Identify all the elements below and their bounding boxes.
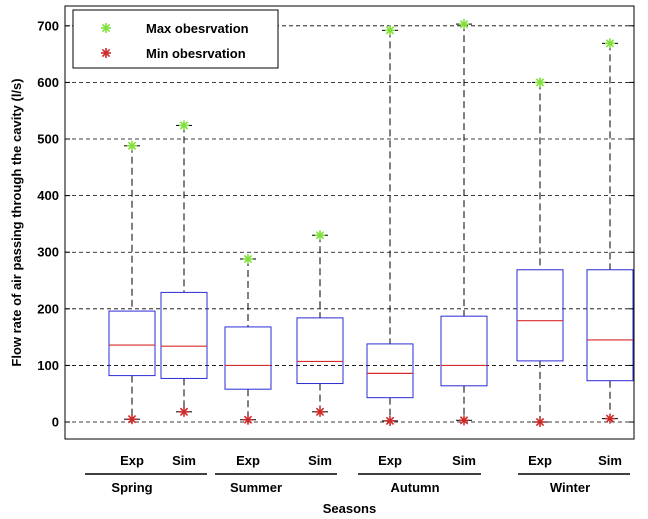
iqr-box [516, 269, 564, 362]
legend-entry-max: Max obesrvation [101, 21, 249, 36]
max-star-icon [605, 38, 615, 49]
legend-label-max: Max obesrvation [146, 21, 249, 36]
group-label: Summer [230, 480, 282, 495]
plot-frame [64, 5, 635, 440]
legend-frame [72, 9, 279, 69]
min-star-icon [385, 415, 395, 426]
box-summer-exp [224, 254, 272, 425]
min-star-icon [179, 406, 189, 417]
y-tick-label: 600 [37, 75, 59, 90]
legend-label-min: Min obesrvation [146, 46, 246, 61]
box-winter-sim [586, 38, 634, 424]
max-star-icon [385, 25, 395, 36]
grid-layer [65, 25, 634, 423]
x-tick-label: Exp [528, 453, 552, 468]
legend: Max obesrvation Min obesrvation [72, 9, 279, 69]
y-tick-label: 700 [37, 18, 59, 33]
x-axis-title: Seasons [323, 501, 376, 516]
iqr-box [440, 315, 488, 387]
legend-min-star-icon [101, 48, 111, 58]
y-tick-label: 100 [37, 358, 59, 373]
box-spring-sim [160, 120, 208, 417]
y-tick-label: 0 [52, 415, 59, 430]
iqr-box [366, 343, 414, 399]
legend-star-icon [101, 48, 111, 58]
iqr-box [224, 326, 272, 390]
x-tick-label: Sim [172, 453, 196, 468]
max-star-icon [535, 77, 545, 88]
legend-star-icon [101, 23, 111, 33]
box-winter-exp [516, 77, 564, 428]
x-tick-label: Sim [308, 453, 332, 468]
x-tick-label: Exp [236, 453, 260, 468]
box-layer [108, 19, 634, 428]
max-star-icon [243, 254, 253, 265]
legend-max-star-icon [101, 23, 111, 33]
y-tick-label: 500 [37, 132, 59, 147]
y-axis-title: Flow rate of air passing through the cav… [9, 78, 24, 366]
iqr-box [586, 269, 634, 382]
axis-layer: 0 100 200 300 400 500 600 700 Exp Sim Spring Exp Sim… [37, 18, 634, 495]
min-star-icon [605, 413, 615, 424]
min-star-icon [459, 415, 469, 426]
box-spring-exp [108, 140, 156, 425]
max-star-icon [127, 140, 137, 151]
max-star-icon [315, 230, 325, 241]
min-star-icon [315, 406, 325, 417]
min-star-icon [127, 414, 137, 425]
max-star-icon [459, 19, 469, 30]
legend-entry-min: Min obesrvation [101, 46, 246, 61]
group-label: Autumn [390, 480, 439, 495]
box-summer-sim [296, 230, 344, 417]
y-tick-label: 400 [37, 188, 59, 203]
min-star-icon [535, 417, 545, 428]
x-tick-label: Exp [378, 453, 402, 468]
x-tick-label: Sim [598, 453, 622, 468]
y-tick-label: 300 [37, 245, 59, 260]
group-label: Winter [550, 480, 590, 495]
iqr-box [108, 310, 156, 377]
max-star-icon [179, 120, 189, 131]
min-star-icon [243, 414, 253, 425]
box-autumn-exp [366, 25, 414, 426]
x-tick-label: Exp [120, 453, 144, 468]
iqr-box [160, 291, 208, 379]
box-autumn-sim [440, 19, 488, 426]
y-tick-label: 200 [37, 301, 59, 316]
x-tick-label: Sim [452, 453, 476, 468]
iqr-box [296, 317, 344, 385]
group-label: Spring [111, 480, 152, 495]
